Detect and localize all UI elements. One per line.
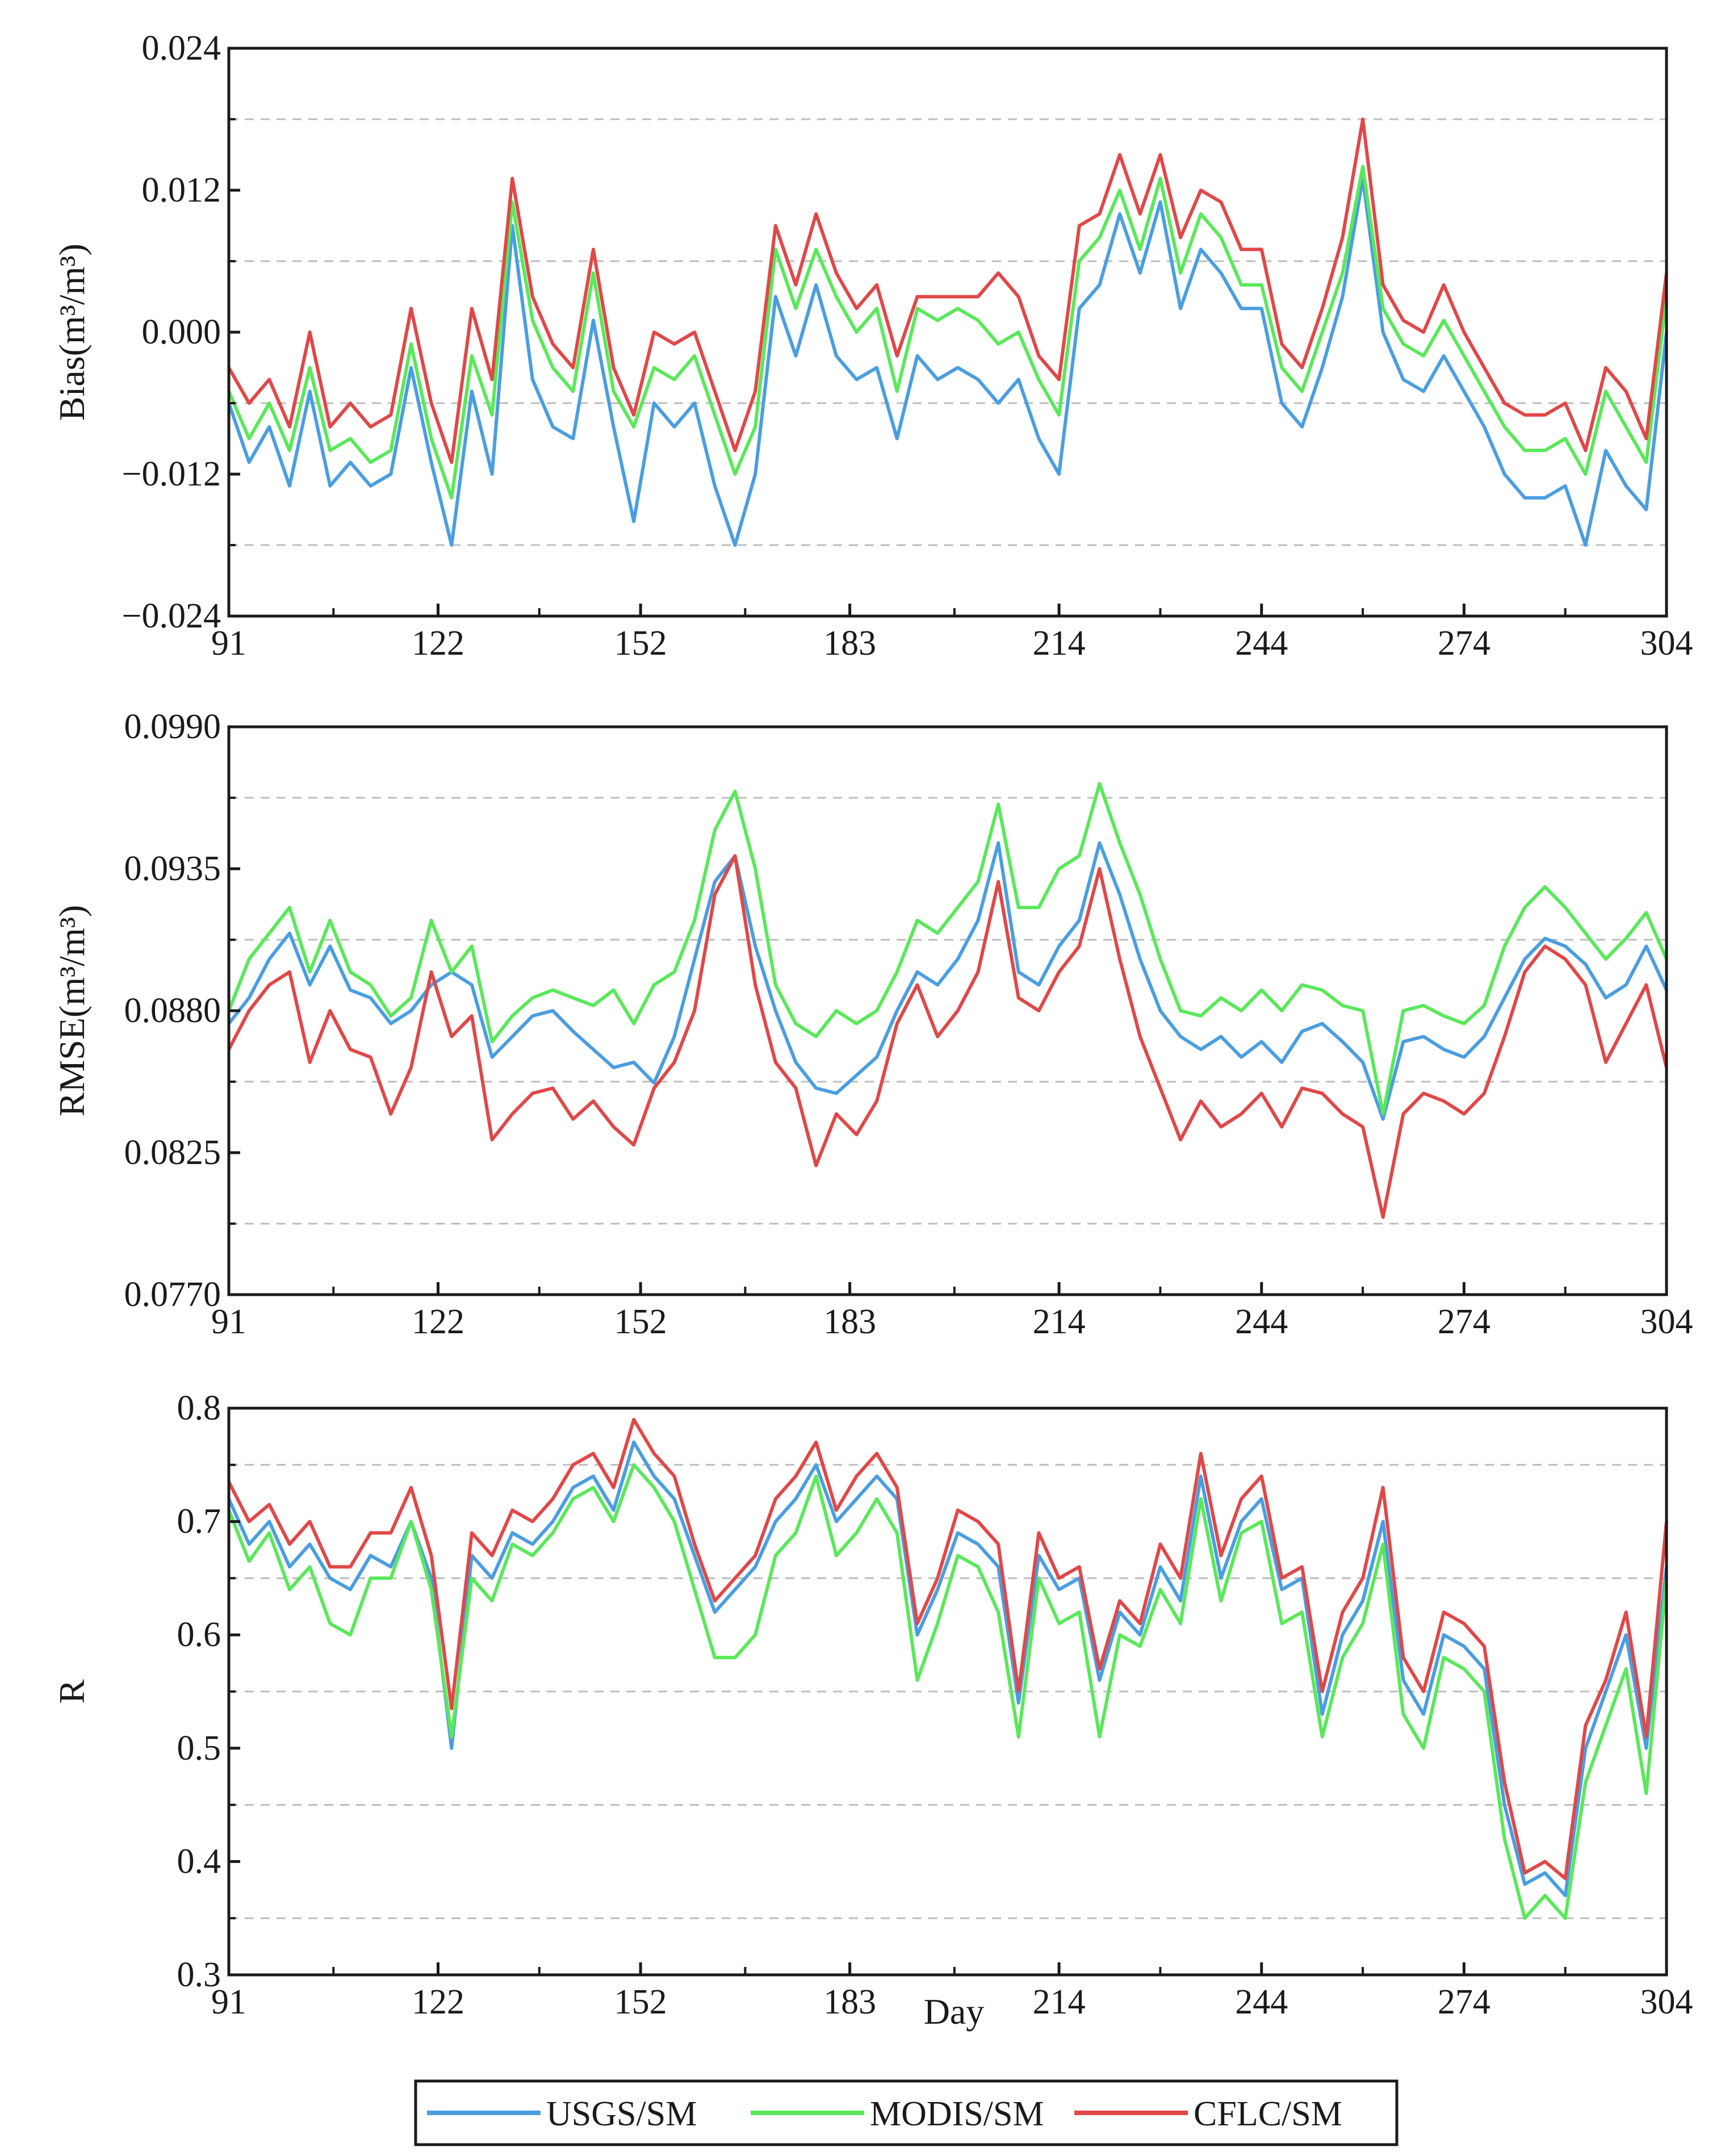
- x-tick-label: 214: [1033, 1303, 1086, 1341]
- y-axis-title: Bias(m³/m³): [52, 244, 92, 421]
- x-tick-label: 122: [412, 1983, 464, 2021]
- y-tick-label: 0.4: [177, 1842, 221, 1881]
- legend-label: MODIS/SM: [870, 2095, 1044, 2133]
- x-tick-label: 183: [823, 1303, 876, 1341]
- series-line-usgs-sm: [227, 177, 1668, 547]
- x-tick-label: 91: [211, 624, 246, 663]
- x-axis-title: Day: [924, 1991, 985, 2032]
- x-tick-label: 152: [614, 624, 667, 663]
- series-line-modis-sm: [227, 1463, 1668, 1920]
- x-tick-label: 274: [1438, 1303, 1490, 1341]
- x-tick-label: 91: [211, 1303, 246, 1341]
- x-tick-label: 122: [412, 624, 464, 663]
- x-tick-label: 183: [823, 1983, 876, 2021]
- legend-box: [414, 2079, 1399, 2146]
- y-tick-label: 0.8: [177, 1389, 221, 1427]
- series-line-cflc-sm: [227, 1418, 1668, 1881]
- series-line-modis-sm: [227, 782, 1668, 1116]
- x-tick-label: 152: [614, 1983, 667, 2021]
- y-tick-label: 0.6: [177, 1615, 221, 1654]
- y-tick-label: 0.3: [177, 1956, 221, 1994]
- y-tick-label: 0.0935: [124, 849, 221, 888]
- y-tick-label: 0.024: [142, 29, 221, 68]
- y-tick-label: 0.0825: [124, 1133, 221, 1172]
- series-line-cflc-sm: [227, 854, 1668, 1219]
- y-tick-label: 0.000: [142, 313, 221, 351]
- y-tick-label: 0.7: [177, 1502, 221, 1541]
- chart-panel-3: 0.8 0.7 0.6 0.5 0.4 0.391 122 152 183 214 244 274 30…: [52, 1389, 1693, 2032]
- x-tick-label: 274: [1438, 1983, 1490, 2021]
- x-tick-label: 304: [1640, 1983, 1693, 2021]
- x-tick-label: 214: [1033, 1983, 1086, 2021]
- x-tick-label: 244: [1235, 1303, 1288, 1341]
- x-tick-label: 214: [1033, 624, 1086, 663]
- legend-label: CFLC/SM: [1194, 2095, 1342, 2133]
- y-tick-label: 0.0770: [124, 1275, 221, 1314]
- y-tick-label: 0.5: [177, 1729, 221, 1768]
- x-tick-label: 122: [412, 1303, 464, 1341]
- y-tick-label: −0.012: [122, 455, 221, 493]
- y-tick-label: 0.0990: [124, 707, 221, 746]
- x-tick-label: 304: [1640, 1303, 1693, 1341]
- x-tick-label: 304: [1640, 624, 1693, 663]
- x-tick-label: 244: [1235, 1983, 1288, 2021]
- legend: USGS/SM MODIS/SM CFLC/SM: [414, 2079, 1399, 2146]
- y-tick-label: 0.012: [142, 171, 221, 210]
- x-tick-label: 244: [1235, 624, 1288, 663]
- series-line-cflc-sm: [227, 118, 1668, 464]
- x-tick-label: 274: [1438, 624, 1490, 663]
- x-tick-label: 183: [823, 624, 876, 663]
- y-axis-title: R: [52, 1679, 92, 1703]
- x-tick-label: 152: [614, 1303, 667, 1341]
- y-tick-label: −0.024: [122, 597, 221, 635]
- y-tick-label: 0.0880: [124, 991, 221, 1030]
- y-axis-title: RMSE(m³/m³): [52, 905, 92, 1117]
- x-tick-label: 91: [211, 1983, 246, 2021]
- series-line-usgs-sm: [227, 841, 1668, 1121]
- series-line-modis-sm: [227, 165, 1668, 500]
- legend-label: USGS/SM: [546, 2095, 697, 2133]
- series-line-usgs-sm: [227, 1440, 1668, 1898]
